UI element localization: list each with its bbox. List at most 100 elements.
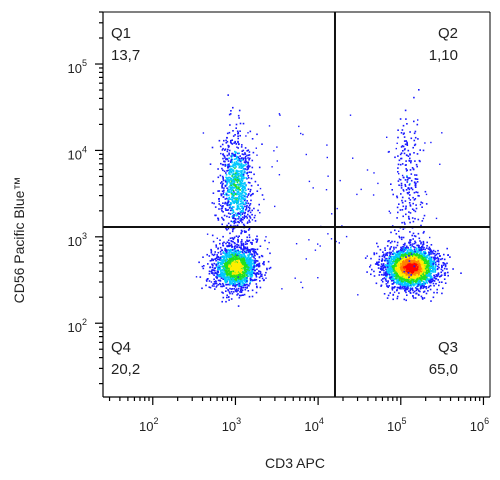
data-point	[237, 135, 239, 137]
data-point	[251, 268, 254, 271]
data-point	[225, 260, 227, 262]
data-point	[384, 272, 387, 275]
data-point	[229, 224, 232, 227]
data-point	[387, 266, 389, 268]
data-point	[387, 264, 389, 267]
data-point	[222, 218, 224, 220]
data-point	[408, 270, 410, 273]
data-point	[228, 296, 230, 298]
data-point	[221, 210, 223, 212]
data-point	[414, 267, 417, 269]
data-point	[411, 256, 413, 258]
data-point	[235, 284, 237, 287]
data-point	[397, 260, 399, 262]
data-point	[229, 280, 232, 282]
data-point	[397, 258, 399, 261]
data-point	[424, 271, 426, 274]
data-point	[435, 257, 438, 260]
data-point	[225, 300, 227, 303]
data-point	[248, 209, 251, 211]
data-point	[233, 177, 236, 179]
data-point	[243, 224, 246, 227]
data-point	[223, 189, 225, 192]
data-point	[241, 166, 244, 169]
data-point	[242, 260, 244, 262]
data-point	[221, 261, 223, 264]
data-point	[237, 183, 239, 186]
data-point	[394, 263, 397, 266]
data-point	[214, 282, 217, 285]
data-point	[221, 175, 224, 178]
data-point	[418, 257, 420, 259]
data-point	[430, 244, 433, 246]
data-point	[251, 242, 253, 244]
data-point	[251, 259, 254, 261]
data-point	[255, 259, 258, 262]
data-point	[215, 246, 218, 248]
data-point	[216, 255, 218, 258]
data-point	[227, 169, 229, 172]
data-point	[396, 289, 398, 291]
data-point	[245, 208, 248, 210]
data-point	[378, 274, 381, 276]
data-point	[253, 173, 255, 176]
data-point	[258, 256, 261, 258]
data-point	[231, 143, 234, 145]
data-point	[237, 200, 240, 202]
data-point	[249, 221, 251, 223]
data-point	[397, 269, 400, 271]
data-point	[255, 265, 257, 267]
data-point	[412, 289, 414, 292]
data-point	[385, 280, 388, 282]
data-point	[399, 285, 402, 287]
data-point	[255, 278, 258, 281]
data-point	[249, 241, 252, 244]
data-point	[247, 202, 250, 205]
data-point	[425, 276, 428, 279]
data-point	[210, 272, 213, 274]
data-point	[243, 177, 245, 179]
data-point	[416, 268, 418, 270]
data-point	[255, 283, 258, 285]
data-point	[376, 263, 378, 265]
data-point	[229, 205, 231, 208]
data-point	[428, 271, 430, 274]
data-point	[437, 265, 439, 268]
data-point	[406, 275, 409, 277]
data-point	[246, 239, 248, 242]
data-point	[222, 182, 224, 185]
data-point	[251, 138, 254, 140]
data-point	[232, 238, 235, 241]
data-point	[424, 276, 427, 279]
data-point	[212, 258, 214, 261]
data-point	[418, 258, 421, 260]
data-point	[431, 251, 434, 253]
data-point	[413, 280, 416, 283]
data-point	[428, 253, 431, 256]
data-point	[384, 254, 387, 257]
data-point	[246, 171, 249, 174]
data-point	[227, 239, 230, 242]
data-point	[246, 222, 249, 224]
data-point	[247, 168, 250, 170]
data-point	[241, 250, 243, 253]
data-point	[238, 258, 241, 260]
data-point	[422, 240, 425, 243]
data-point	[436, 288, 438, 291]
data-point	[383, 272, 385, 274]
data-point	[224, 198, 227, 200]
data-point	[210, 259, 213, 262]
data-point	[422, 280, 425, 283]
data-point	[436, 268, 439, 271]
data-point	[417, 260, 420, 262]
data-point	[412, 269, 415, 271]
data-point	[219, 256, 221, 259]
data-point	[423, 246, 425, 249]
data-point	[422, 278, 424, 280]
data-point	[240, 220, 242, 222]
data-point	[230, 202, 233, 204]
data-point	[390, 262, 393, 264]
data-point	[249, 282, 251, 285]
data-point	[238, 162, 240, 165]
data-point	[213, 281, 216, 283]
